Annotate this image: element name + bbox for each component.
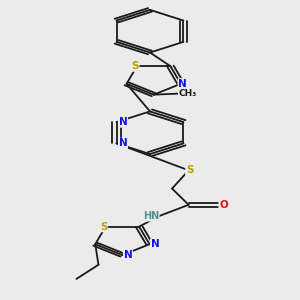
Text: N: N [124,250,132,260]
Text: N: N [118,117,127,127]
Text: O: O [219,200,228,210]
Text: N: N [118,138,127,148]
Text: S: S [186,165,193,175]
Text: N: N [151,239,159,249]
Text: N: N [178,79,187,89]
Text: CH₃: CH₃ [178,89,197,98]
Text: S: S [100,222,107,232]
Text: HN: HN [143,211,159,221]
Text: S: S [131,61,139,71]
